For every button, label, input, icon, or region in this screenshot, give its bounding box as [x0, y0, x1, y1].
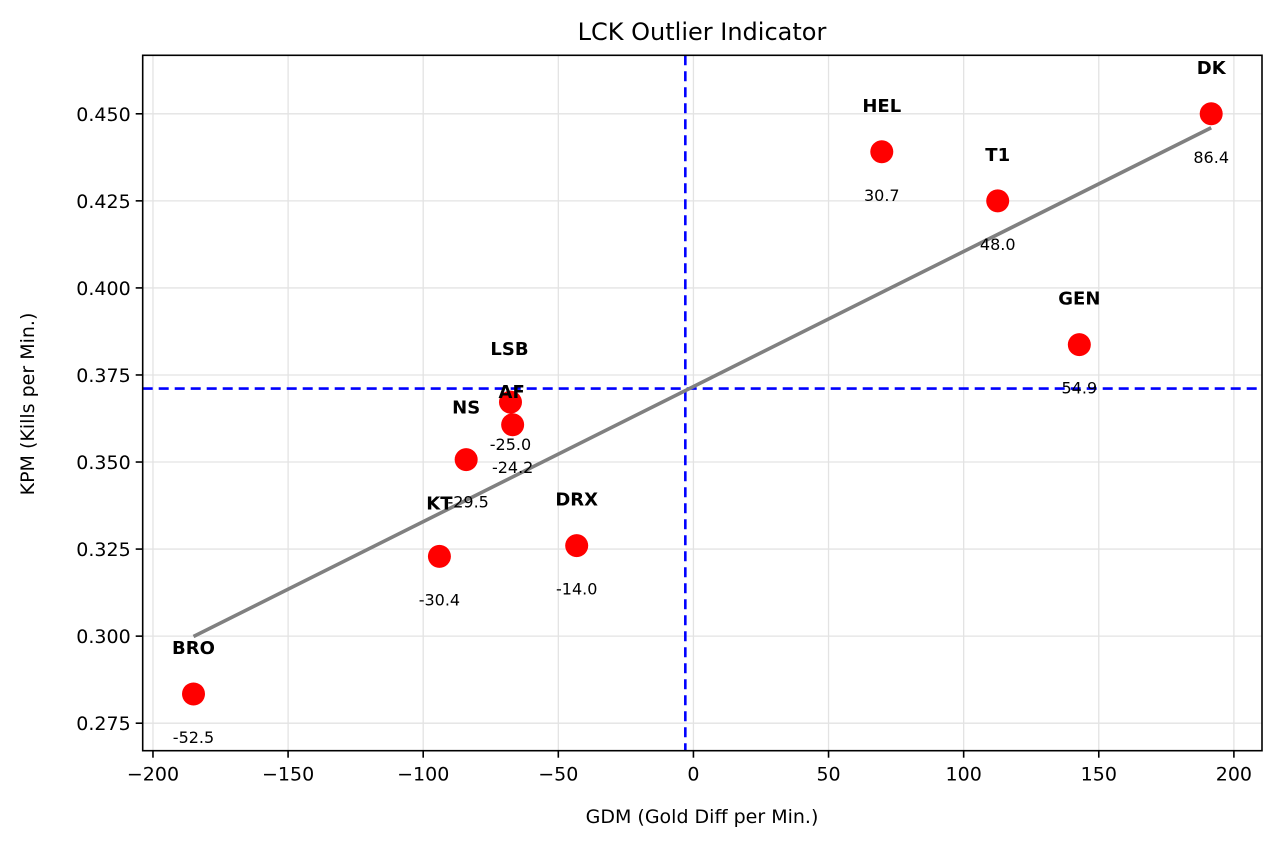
score-label: -25.0 — [490, 435, 531, 454]
y-axis-ticks: 0.275 0.300 0.325 0.350 0.375 0.400 0.425 0.450 — [76, 104, 143, 735]
team-name-label: DRX — [555, 490, 598, 511]
score-label: -29.5 — [447, 493, 488, 512]
team-point — [501, 413, 525, 437]
team-labels: BRO KT NS LSB AF DRX HEL T1 GEN DK — [172, 58, 1227, 659]
score-label: 30.7 — [864, 186, 900, 205]
score-label: 48.0 — [980, 235, 1016, 254]
data-points — [182, 102, 1223, 706]
plot-frame — [141, 54, 1263, 752]
score-label: 86.4 — [1193, 148, 1229, 167]
team-point — [1199, 102, 1223, 126]
y-tick-label: 0.425 — [76, 191, 130, 213]
score-label: 54.9 — [1062, 379, 1098, 398]
team-point — [870, 140, 894, 164]
gridlines — [142, 55, 1262, 751]
x-axis-label: GDM (Gold Diff per Min.) — [586, 806, 819, 828]
score-label: -52.5 — [173, 728, 214, 747]
y-tick-label: 0.300 — [76, 626, 130, 648]
score-label: -14.0 — [556, 580, 597, 599]
x-tick-label: −50 — [538, 764, 578, 786]
value-labels: -52.5 -30.4 -29.5 -25.0 -24.2 -14.0 30.7 48.0 54… — [173, 148, 1229, 747]
team-point — [498, 390, 522, 414]
chart-title: LCK Outlier Indicator — [578, 18, 827, 46]
x-tick-label: 0 — [687, 764, 699, 786]
y-tick-label: 0.375 — [76, 365, 130, 387]
team-name-label: HEL — [862, 96, 901, 117]
regression-line — [192, 126, 1213, 639]
team-point — [1067, 333, 1091, 357]
x-tick-label: 100 — [946, 764, 982, 786]
x-tick-label: −200 — [127, 764, 179, 786]
regression-line-group — [192, 126, 1213, 639]
x-tick-label: 150 — [1081, 764, 1117, 786]
team-point — [182, 682, 206, 706]
y-axis-label: KPM (Kills per Min.) — [17, 313, 39, 496]
y-tick-label: 0.400 — [76, 278, 130, 300]
team-name-label: KT — [426, 493, 453, 514]
team-name-label: DK — [1197, 58, 1227, 79]
y-tick-label: 0.450 — [76, 104, 130, 126]
team-point — [986, 189, 1010, 213]
score-label: -24.2 — [492, 458, 533, 477]
y-tick-label: 0.275 — [76, 713, 130, 735]
y-tick-label: 0.325 — [76, 539, 130, 561]
x-tick-label: −150 — [262, 764, 314, 786]
team-point — [427, 544, 451, 568]
team-name-label: T1 — [985, 145, 1010, 166]
x-axis-ticks: −200 −150 −100 −50 0 50 100 150 200 — [127, 750, 1252, 786]
mean-lines — [142, 55, 1262, 751]
team-name-label: BRO — [172, 638, 215, 659]
score-label: -30.4 — [419, 590, 460, 609]
team-name-label: AF — [499, 382, 525, 403]
x-tick-label: 200 — [1216, 764, 1252, 786]
x-tick-label: −100 — [397, 764, 449, 786]
team-name-label: GEN — [1058, 289, 1100, 310]
team-point — [565, 534, 589, 558]
team-point — [454, 448, 478, 472]
x-tick-label: 50 — [816, 764, 840, 786]
team-name-label: NS — [452, 398, 480, 419]
y-tick-label: 0.350 — [76, 452, 130, 474]
team-name-label: LSB — [490, 339, 528, 360]
